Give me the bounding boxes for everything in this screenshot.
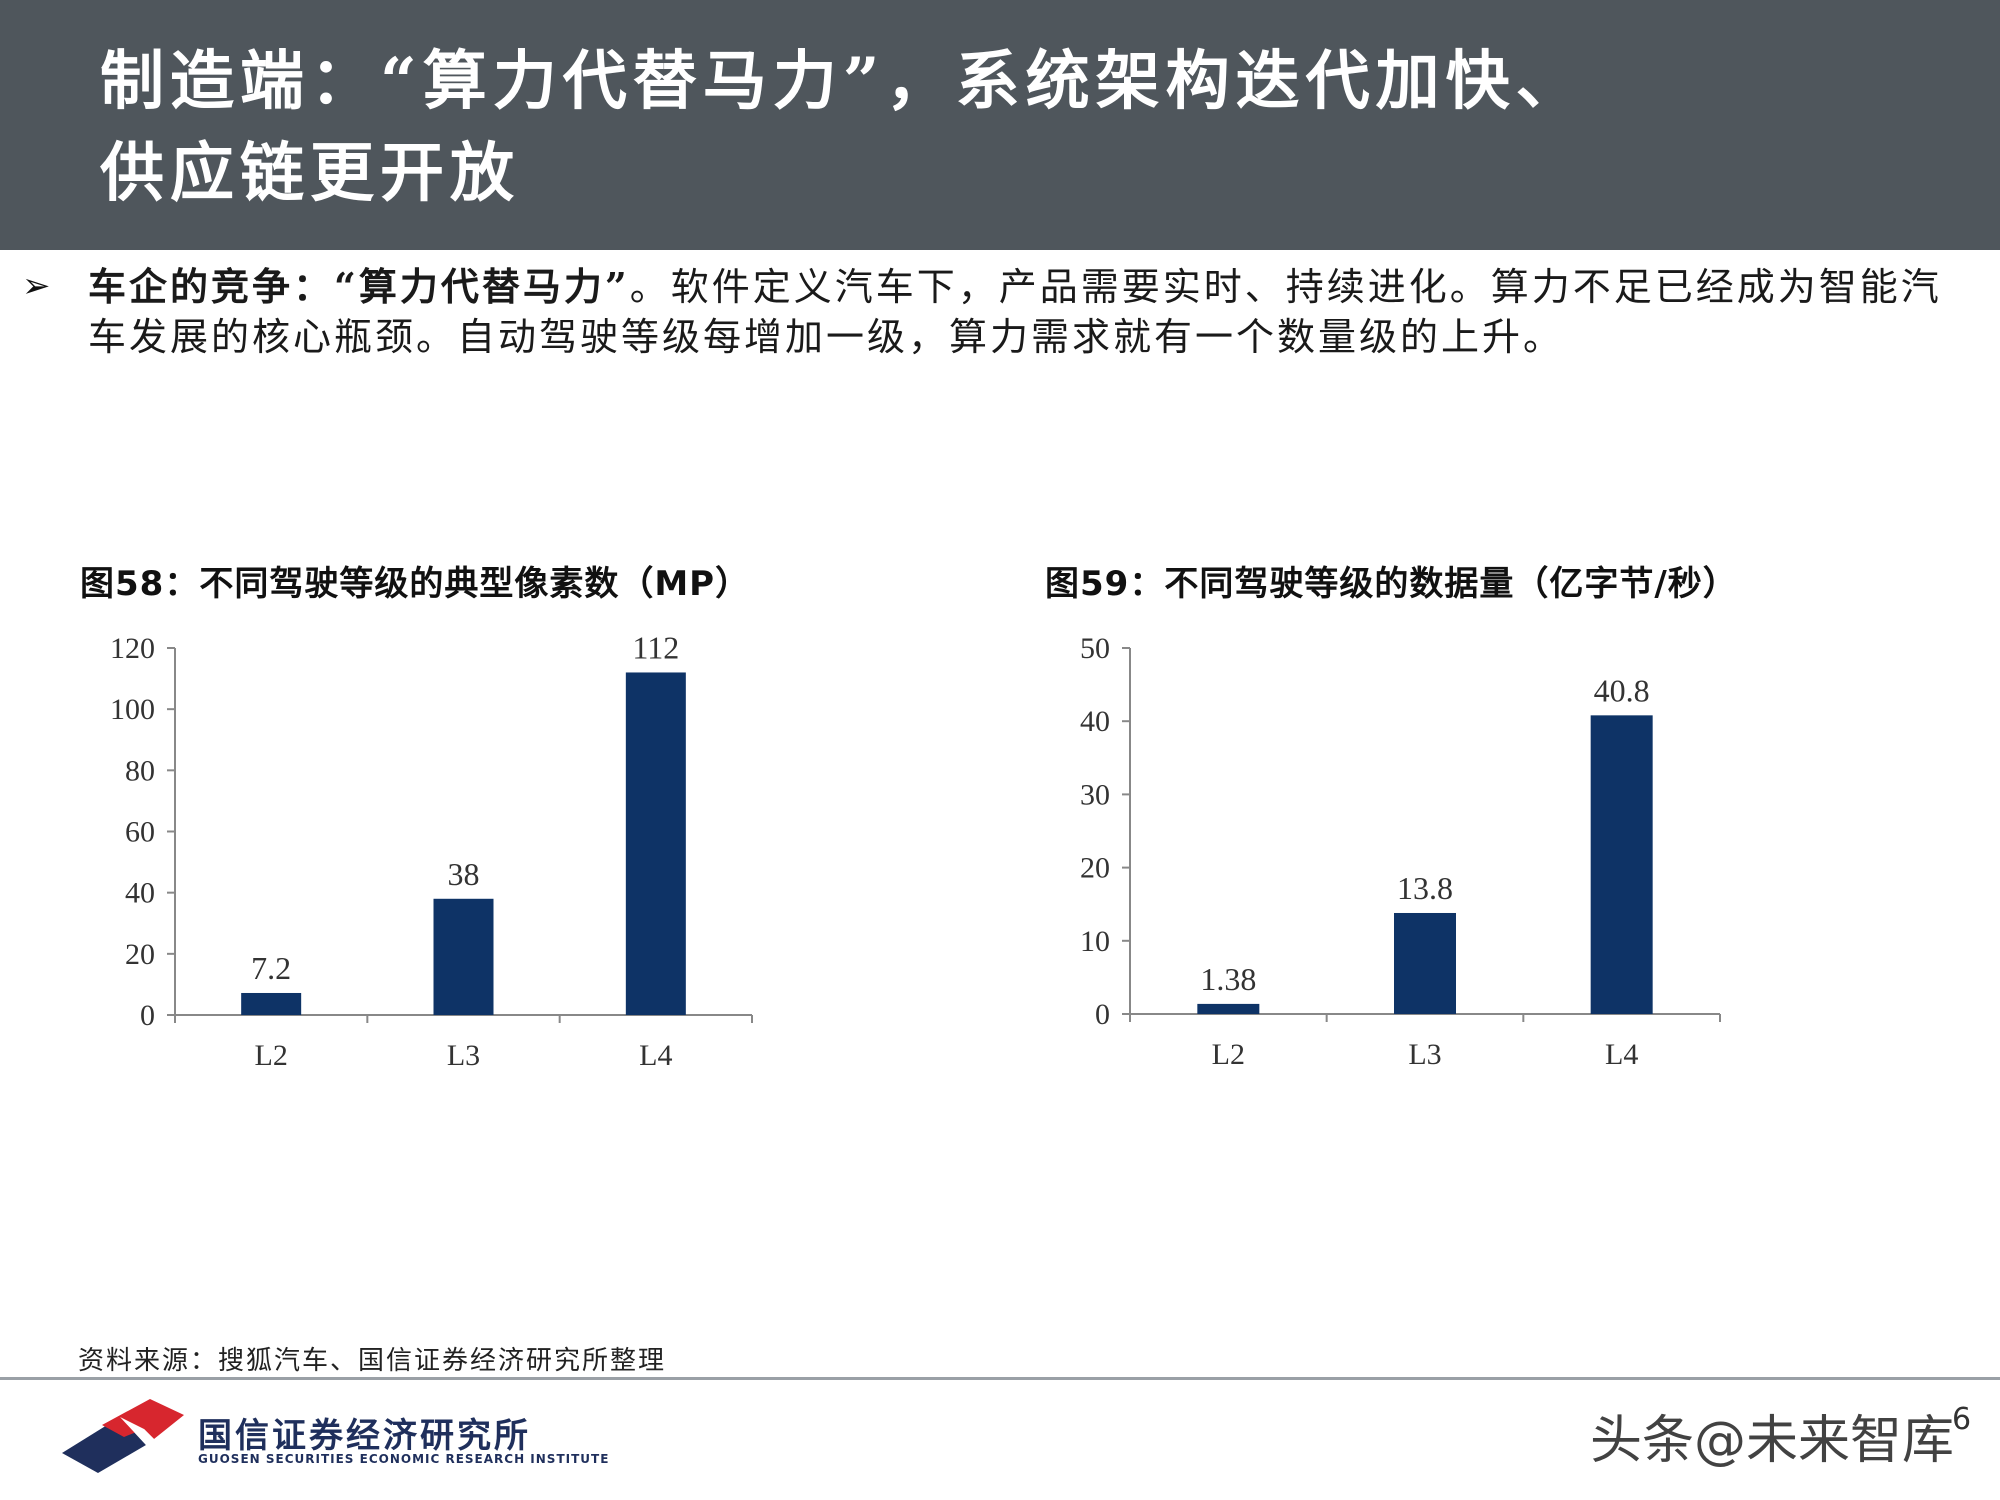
y-tick-label: 50 (1080, 632, 1110, 665)
page-title-line2: 供应链更开放 (100, 136, 520, 211)
y-tick-label: 30 (1080, 778, 1110, 811)
y-tick-label: 10 (1080, 925, 1110, 958)
x-tick-label-l3: L3 (1408, 1038, 1441, 1071)
y-tick-label: 100 (110, 693, 155, 726)
page-title: 制造端：“算力代替马力”，系统架构迭代加快、 供应链更开放 (100, 36, 1900, 220)
y-tick-label: 20 (1080, 852, 1110, 885)
page-number: 6 (1952, 1402, 1972, 1437)
data-label-l2: 7.2 (251, 950, 291, 986)
intro-paragraph: 车企的竞争：“算力代替马力”。软件定义汽车下，产品需要实时、持续进化。算力不足已… (88, 262, 1968, 362)
title-banner: 制造端：“算力代替马力”，系统架构迭代加快、 供应链更开放 (0, 0, 2000, 250)
x-tick-label-l3: L3 (447, 1039, 480, 1072)
chart1-title: 图58：不同驾驶等级的典型像素数（MP） (80, 564, 751, 604)
intro-lead: 车企的竞争：“算力代替马力” (88, 264, 630, 309)
source-note: 资料来源：搜狐汽车、国信证券经济研究所整理 (78, 1346, 667, 1376)
y-tick-label: 40 (125, 877, 155, 910)
guosen-logo-icon (62, 1399, 184, 1473)
y-tick-label: 0 (140, 999, 155, 1032)
x-tick-label-l2: L2 (1212, 1038, 1245, 1071)
data-label-l2: 1.38 (1200, 961, 1256, 997)
data-label-l4: 40.8 (1594, 672, 1650, 708)
data-label-l3: 38 (448, 856, 480, 892)
bar-l3 (1394, 912, 1456, 1014)
y-tick-label: 0 (1095, 998, 1110, 1031)
chart-data-volume: 0 10 20 30 40 50 1.38 L2 13.8 L3 40.8 L4 (1080, 632, 1721, 1071)
bar-l4 (625, 672, 686, 1015)
logo-english-name: GUOSEN SECURITIES ECONOMIC RESEARCH INST… (198, 1452, 610, 1466)
bar-l2 (241, 992, 302, 1015)
chart2-title: 图59：不同驾驶等级的数据量（亿字节/秒） (1045, 564, 1738, 604)
bar-l4 (1590, 715, 1653, 1014)
bar-l2 (1197, 1003, 1260, 1014)
x-tick-label-l4: L4 (1605, 1038, 1638, 1071)
y-tick-label: 40 (1080, 705, 1110, 738)
bar-l3 (433, 898, 494, 1015)
data-label-l4: 112 (632, 629, 679, 665)
y-tick-label: 20 (125, 938, 155, 971)
arrowhead-bullet-icon: ➢ (22, 266, 51, 306)
x-tick-label-l4: L4 (639, 1039, 672, 1072)
y-tick-label: 80 (125, 754, 155, 787)
chart-pixels: 0 20 40 60 80 100 120 7.2 L2 38 L3 112 L4 (110, 629, 753, 1072)
data-label-l3: 13.8 (1397, 870, 1453, 906)
y-tick-label: 60 (125, 816, 155, 849)
intro-body: 。软件定义汽车下，产品需要实时、持续进化。算力不足已经成为智能汽车发展的核心瓶颈… (88, 265, 1942, 359)
page-title-line1: 制造端：“算力代替马力”，系统架构迭代加快、 (100, 44, 1586, 119)
x-tick-label-l2: L2 (255, 1039, 288, 1072)
y-tick-label: 120 (110, 632, 155, 665)
footer-divider (0, 1377, 2000, 1380)
watermark: 头条@未来智库 (1590, 1411, 1955, 1471)
logo-chinese-name: 国信证券经济研究所 (198, 1416, 531, 1456)
